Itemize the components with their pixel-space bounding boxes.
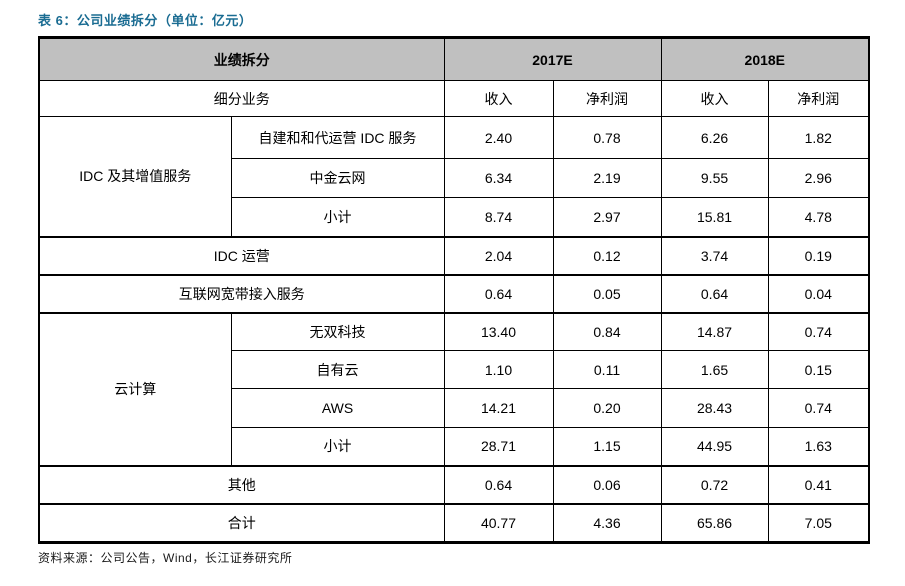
value-cell: 44.95 xyxy=(660,427,769,466)
label-cell: IDC 运营 xyxy=(38,235,445,275)
value-cell: 4.78 xyxy=(767,197,870,237)
value-cell: 40.77 xyxy=(443,502,554,543)
table-row: 中金云网 6.34 2.19 9.55 2.96 xyxy=(39,158,870,198)
value-cell: 0.64 xyxy=(660,273,769,313)
data-source-note: 资料来源：公司公告，Wind，长江证券研究所 xyxy=(38,551,293,565)
group-cell-cloud-computing: 云计算 xyxy=(38,311,232,466)
value-cell: 4.36 xyxy=(552,502,662,543)
header-2017e: 2017E xyxy=(443,37,662,81)
value-cell: 0.72 xyxy=(660,464,769,504)
value-cell: 2.40 xyxy=(443,116,554,159)
value-cell: 0.84 xyxy=(552,311,662,351)
value-cell: 0.74 xyxy=(767,311,870,351)
header-2018e: 2018E xyxy=(660,37,870,81)
performance-breakdown-table: 业绩拆分 2017E 2018E 细分业务 收入 净利润 收入 净利润 IDC … xyxy=(38,36,871,544)
value-cell: 0.64 xyxy=(443,464,554,504)
value-cell: 65.86 xyxy=(660,502,769,543)
value-cell: 7.05 xyxy=(767,502,870,543)
value-cell: 0.20 xyxy=(552,388,662,428)
value-cell: 0.64 xyxy=(443,273,554,313)
table-subheader-row: 细分业务 收入 净利润 收入 净利润 xyxy=(38,80,870,117)
subheader-segment: 细分业务 xyxy=(38,80,445,117)
table-row: 自有云 1.10 0.11 1.65 0.15 xyxy=(39,350,870,389)
value-cell: 0.15 xyxy=(767,350,870,389)
value-cell: 0.06 xyxy=(552,464,662,504)
value-cell: 3.74 xyxy=(660,235,769,275)
table-row: AWS 14.21 0.20 28.43 0.74 xyxy=(39,388,870,428)
value-cell: 8.74 xyxy=(443,197,554,237)
value-cell: 1.15 xyxy=(552,427,662,466)
table-row-idc-operation: IDC 运营 2.04 0.12 3.74 0.19 xyxy=(38,235,870,275)
label-cell: AWS xyxy=(230,388,445,428)
value-cell: 1.82 xyxy=(767,116,870,159)
group-cell-idc-services: IDC 及其增值服务 xyxy=(38,116,232,237)
value-cell: 14.21 xyxy=(443,388,554,428)
value-cell: 0.04 xyxy=(767,273,870,313)
value-cell: 1.10 xyxy=(443,350,554,389)
table-row-broadband: 互联网宽带接入服务 0.64 0.05 0.64 0.04 xyxy=(38,273,870,313)
value-cell: 9.55 xyxy=(660,158,769,198)
label-cell: 自建和和代运营 IDC 服务 xyxy=(230,116,445,159)
table-header-row: 业绩拆分 2017E 2018E xyxy=(38,37,870,81)
header-breakdown: 业绩拆分 xyxy=(38,37,445,81)
subheader-revenue-2018: 收入 xyxy=(660,80,769,117)
value-cell: 13.40 xyxy=(443,311,554,351)
value-cell: 6.34 xyxy=(443,158,554,198)
label-cell: 无双科技 xyxy=(230,311,445,351)
subheader-revenue-2017: 收入 xyxy=(443,80,554,117)
value-cell: 0.11 xyxy=(552,350,662,389)
value-cell: 0.05 xyxy=(552,273,662,313)
table-caption: 表 6：公司业绩拆分（单位：亿元） xyxy=(38,13,253,28)
label-cell-subtotal: 小计 xyxy=(230,427,445,466)
value-cell: 0.19 xyxy=(767,235,870,275)
label-cell: 中金云网 xyxy=(230,158,445,198)
value-cell: 0.41 xyxy=(767,464,870,504)
subheader-profit-2018: 净利润 xyxy=(767,80,870,117)
value-cell: 0.74 xyxy=(767,388,870,428)
value-cell: 28.71 xyxy=(443,427,554,466)
table-row-subtotal: 小计 28.71 1.15 44.95 1.63 xyxy=(39,427,870,466)
value-cell: 2.97 xyxy=(552,197,662,237)
value-cell: 6.26 xyxy=(660,116,769,159)
value-cell: 2.04 xyxy=(443,235,554,275)
label-cell-subtotal: 小计 xyxy=(230,197,445,237)
subheader-profit-2017: 净利润 xyxy=(552,80,662,117)
label-cell: 自有云 xyxy=(230,350,445,389)
value-cell: 15.81 xyxy=(660,197,769,237)
table-row-total: 合计 40.77 4.36 65.86 7.05 xyxy=(38,502,870,543)
value-cell: 14.87 xyxy=(660,311,769,351)
table-row: 云计算 无双科技 13.40 0.84 14.87 0.74 xyxy=(38,311,870,466)
value-cell: 0.12 xyxy=(552,235,662,275)
table-row-subtotal: 小计 8.74 2.97 15.81 4.78 xyxy=(39,197,870,237)
label-cell: 其他 xyxy=(38,464,445,504)
label-cell-total: 合计 xyxy=(38,502,445,543)
value-cell: 1.63 xyxy=(767,427,870,466)
value-cell: 0.78 xyxy=(552,116,662,159)
label-cell: 互联网宽带接入服务 xyxy=(38,273,445,313)
value-cell: 2.19 xyxy=(552,158,662,198)
table-row: IDC 及其增值服务 自建和和代运营 IDC 服务 2.40 0.78 6.26… xyxy=(38,116,870,237)
value-cell: 28.43 xyxy=(660,388,769,428)
table-row-others: 其他 0.64 0.06 0.72 0.41 xyxy=(38,464,870,504)
value-cell: 1.65 xyxy=(660,350,769,389)
value-cell: 2.96 xyxy=(767,158,870,198)
